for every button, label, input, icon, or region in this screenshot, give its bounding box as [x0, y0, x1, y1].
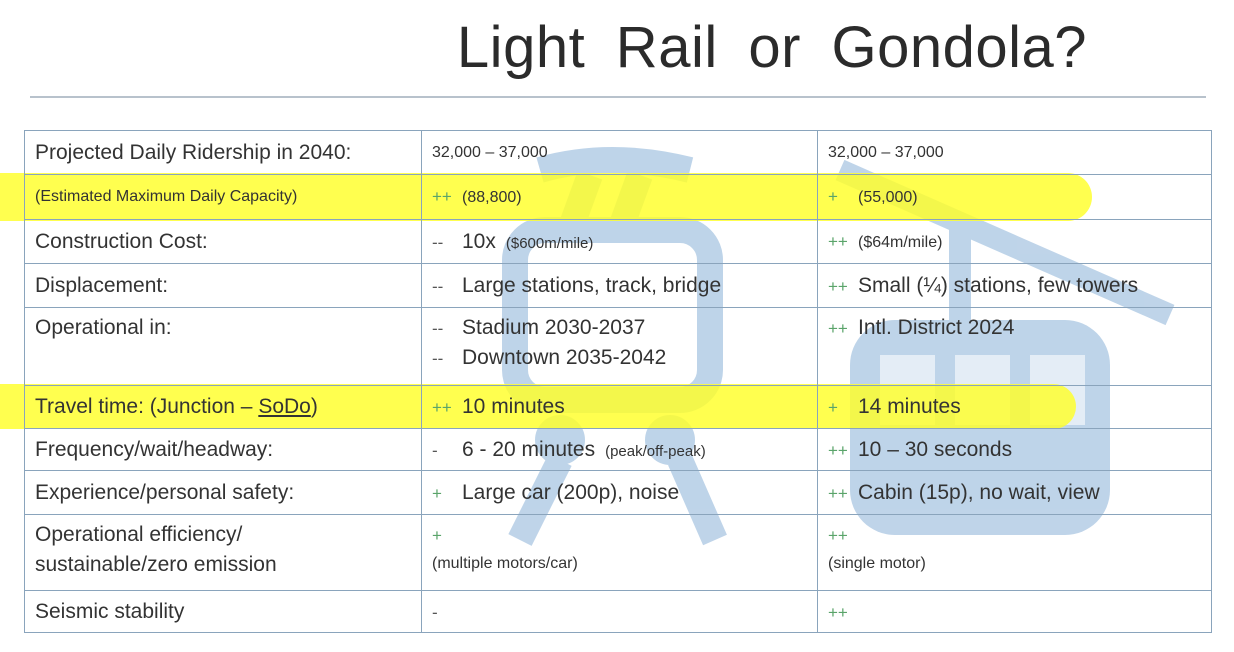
rail-value: Large stations, track, bridge — [462, 273, 722, 297]
rating-mark: -- — [432, 232, 444, 252]
rail-cell: -- Stadium 2030-2037 -- Downtown 2035-2042 — [421, 307, 818, 386]
row-label-text: Travel time: (Junction – — [35, 395, 259, 418]
rail-cell: ++ 10 minutes — [421, 385, 818, 429]
sodo-link: SoDo — [258, 395, 311, 418]
row-label: Seismic stability — [24, 590, 422, 633]
rail-value: 6 - 20 minutes — [462, 437, 596, 461]
rating-mark: ++ — [432, 398, 452, 417]
rating-mark: ++ — [828, 483, 848, 503]
rail-value: Stadium 2030-2037 — [462, 316, 646, 339]
table-row: Travel time: (Junction – SoDo) ++ 10 minu… — [24, 385, 1212, 429]
gondola-value: 14 minutes — [858, 395, 961, 418]
rating-mark: ++ — [828, 276, 848, 296]
rail-value-line2: -- Downtown 2035-2042 — [432, 346, 807, 370]
row-label: Construction Cost: — [24, 219, 422, 264]
rating-mark: - — [432, 440, 438, 460]
rating-mark: - — [432, 602, 438, 622]
row-label: Frequency/wait/headway: — [24, 428, 422, 471]
rail-cell: - — [421, 590, 818, 633]
rating-mark: ++ — [828, 526, 848, 545]
row-label-text: sustainable/zero emission — [35, 553, 277, 576]
table-row: Experience/personal safety: + Large car (… — [24, 470, 1212, 515]
rating-mark: ++ — [828, 602, 848, 622]
rail-cell: -- 10x ($600m/mile) — [421, 219, 818, 264]
rail-value: 32,000 – 37,000 — [432, 143, 548, 161]
rating-mark: + — [432, 483, 442, 503]
rating-mark: + — [828, 398, 838, 417]
gondola-value: ($64m/mile) — [858, 233, 943, 251]
rail-value: 10x — [462, 229, 496, 253]
rail-value: (88,800) — [462, 189, 522, 206]
comparison-table: Projected Daily Ridership in 2040: 32,00… — [24, 130, 1212, 633]
table-row: Operational in: -- Stadium 2030-2037 -- Dow… — [24, 307, 1212, 386]
rail-cell: 32,000 – 37,000 — [421, 130, 818, 175]
table-row: Construction Cost: -- 10x ($600m/mile) ++ (… — [24, 219, 1212, 264]
table-row: Frequency/wait/headway: - 6 - 20 minutes (… — [24, 428, 1212, 471]
rating-mark: ++ — [432, 187, 452, 206]
rail-value: Downtown 2035-2042 — [462, 346, 667, 369]
gondola-value: 10 – 30 seconds — [858, 437, 1013, 461]
gondola-value: Small (¼) stations, few towers — [858, 273, 1139, 297]
title-divider — [30, 96, 1206, 98]
table-row: Displacement: -- Large stations, track, b… — [24, 263, 1212, 308]
rail-note: ($600m/mile) — [505, 234, 594, 252]
rail-cell: + Large car (200p), noise — [421, 470, 818, 515]
row-label: Displacement: — [24, 263, 422, 308]
rail-value: Large car (200p), noise — [462, 480, 680, 504]
rail-cell: -- Large stations, track, bridge — [421, 263, 818, 308]
rail-value: 10 minutes — [462, 395, 565, 418]
table-row: Operational efficiency/sustainable/zero … — [24, 514, 1212, 591]
rating-mark: + — [432, 526, 442, 545]
rail-note: (multiple motors/car) — [432, 555, 578, 572]
gondola-cell: ++ Cabin (15p), no wait, view — [817, 470, 1212, 515]
row-label: Operational efficiency/sustainable/zero … — [24, 514, 422, 591]
gondola-cell: + (55,000) — [817, 174, 1212, 220]
gondola-cell: 32,000 – 37,000 — [817, 130, 1212, 175]
row-label: Operational in: — [24, 307, 422, 386]
slide-title: Light Rail or Gondola? — [456, 15, 1088, 80]
rating-mark: ++ — [828, 231, 848, 251]
gondola-value: (55,000) — [858, 189, 918, 206]
rating-mark: ++ — [828, 319, 848, 338]
table-row: Seismic stability - ++ — [24, 590, 1212, 633]
row-label-text: Operational efficiency/ — [35, 523, 243, 546]
gondola-cell: ++ 10 – 30 seconds — [817, 428, 1212, 471]
gondola-cell: ++ (single motor) — [817, 514, 1212, 591]
row-label: Projected Daily Ridership in 2040: — [24, 130, 422, 175]
rail-note: (peak/off-peak) — [605, 442, 706, 460]
rating-mark: ++ — [828, 440, 848, 460]
row-label: (Estimated Maximum Daily Capacity) — [24, 174, 422, 220]
rating-mark: + — [828, 187, 838, 206]
gondola-note: (single motor) — [828, 555, 926, 572]
row-label: Experience/personal safety: — [24, 470, 422, 515]
gondola-cell: ++ Intl. District 2024 — [817, 307, 1212, 386]
rating-mark: -- — [432, 276, 444, 296]
rail-cell: - 6 - 20 minutes (peak/off-peak) — [421, 428, 818, 471]
gondola-value: Cabin (15p), no wait, view — [858, 480, 1100, 504]
gondola-cell: ++ ($64m/mile) — [817, 219, 1212, 264]
row-label-text: ) — [310, 395, 318, 418]
gondola-cell: ++ — [817, 590, 1212, 633]
gondola-cell: ++ Small (¼) stations, few towers — [817, 263, 1212, 308]
rail-cell: + (multiple motors/car) — [421, 514, 818, 591]
rating-mark: -- — [432, 349, 444, 368]
table-row: Projected Daily Ridership in 2040: 32,00… — [24, 130, 1212, 175]
gondola-value: 32,000 – 37,000 — [828, 143, 944, 161]
gondola-cell: +14 minutes — [817, 385, 1212, 429]
rail-cell: ++ (88,800) — [421, 174, 818, 220]
rating-mark: -- — [432, 319, 444, 338]
gondola-value: Intl. District 2024 — [858, 316, 1015, 339]
table-row: (Estimated Maximum Daily Capacity) ++ (88… — [24, 174, 1212, 220]
row-label: Travel time: (Junction – SoDo) — [24, 385, 422, 429]
